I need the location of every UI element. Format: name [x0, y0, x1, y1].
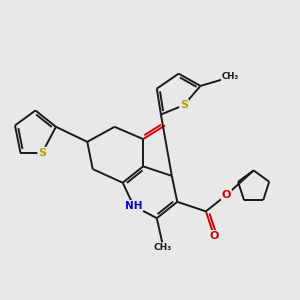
Text: O: O	[209, 231, 219, 241]
Text: NH: NH	[125, 201, 142, 211]
Text: S: S	[38, 148, 46, 158]
Text: O: O	[222, 190, 231, 200]
Text: S: S	[180, 100, 188, 110]
Text: CH₃: CH₃	[222, 72, 239, 81]
Text: CH₃: CH₃	[153, 243, 171, 252]
